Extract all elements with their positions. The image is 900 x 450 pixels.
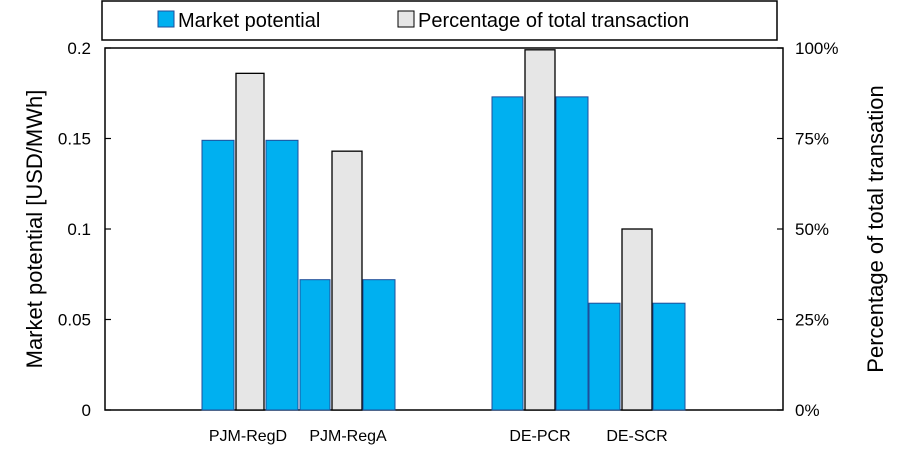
bar-market-potential-de-scr-left <box>588 302 621 411</box>
bar-market-potential-pjm-rega-left <box>299 279 331 411</box>
bar-percentage-pjm-rega <box>331 150 363 411</box>
bar-percentage-de-scr <box>621 228 653 411</box>
left-axis: 0 0.05 0.1 0.15 0.2 <box>58 39 111 420</box>
left-tick-label: 0.2 <box>67 39 91 58</box>
right-tick-label: 100% <box>795 39 838 58</box>
legend-label-percentage: Percentage of total transaction <box>418 10 689 32</box>
legend: Market potential Percentage of total tra… <box>101 0 778 41</box>
left-tick-label: 0.05 <box>58 311 91 330</box>
left-tick-label: 0.15 <box>58 130 91 149</box>
legend-swatch-percentage <box>397 10 415 28</box>
right-tick-label: 50% <box>795 220 829 239</box>
category-label-de-scr: DE-SCR <box>606 428 667 445</box>
legend-box <box>101 0 778 41</box>
category-label-pjm-regd: PJM-RegD <box>209 428 287 445</box>
y-axis-title-left: Market potential [USD/MWh] <box>22 90 47 369</box>
bar-market-potential-pjm-rega-right <box>362 279 396 411</box>
legend-swatch-market-potential <box>157 10 175 28</box>
y-axis-title-right: Percentage of total transation <box>863 85 888 372</box>
right-tick-label: 75% <box>795 130 829 149</box>
bar-market-potential-de-scr-right <box>652 302 686 411</box>
bar-percentage-de-pcr <box>524 49 556 411</box>
right-axis: 0% 25% 50% 75% 100% <box>777 39 838 420</box>
left-tick-label: 0 <box>82 401 91 420</box>
bar-market-potential-de-pcr-right <box>555 96 589 411</box>
bar-market-potential-pjm-regd-left <box>201 139 235 411</box>
right-tick-label: 0% <box>795 401 820 420</box>
left-tick-label: 0.1 <box>67 220 91 239</box>
bar-market-potential-pjm-regd-right <box>265 139 299 411</box>
category-label-de-pcr: DE-PCR <box>509 428 570 445</box>
bars <box>201 49 686 411</box>
category-label-pjm-rega: PJM-RegA <box>309 428 387 445</box>
bar-percentage-pjm-regd <box>235 72 265 411</box>
right-tick-label: 25% <box>795 311 829 330</box>
legend-label-market-potential: Market potential <box>178 10 320 32</box>
bar-market-potential-de-pcr-left <box>491 96 524 411</box>
